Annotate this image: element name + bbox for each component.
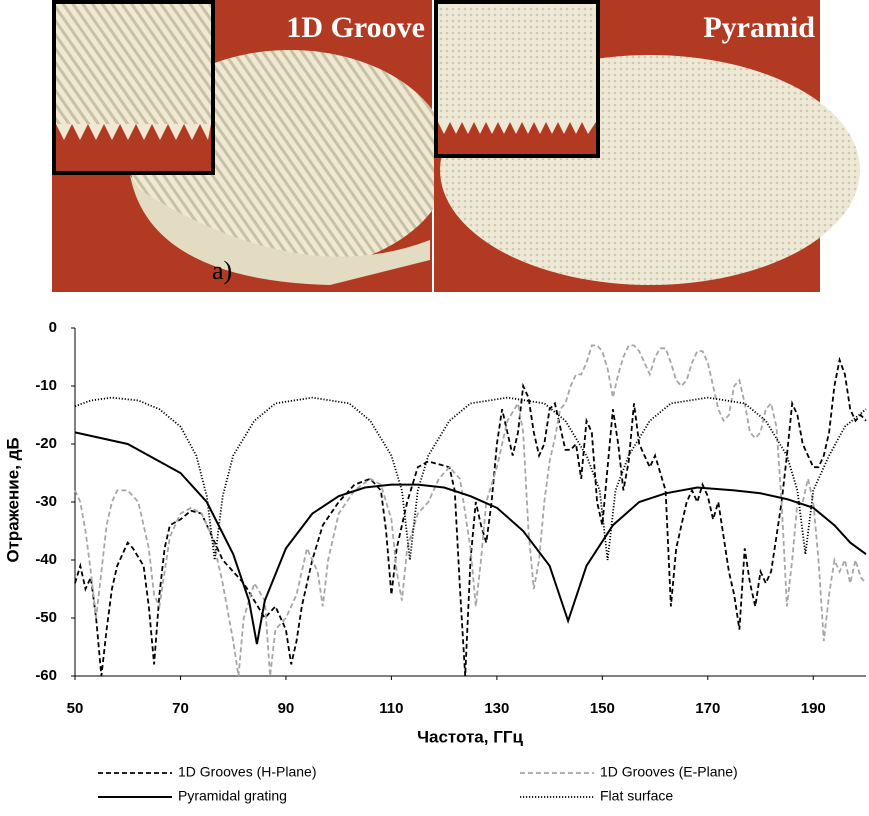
series-line xyxy=(75,360,866,676)
x-tick-label: 70 xyxy=(172,700,189,717)
x-axis-title: Частота, ГГц xyxy=(417,727,523,746)
y-tick-label: -50 xyxy=(35,609,57,626)
x-tick-label: 150 xyxy=(590,700,615,717)
y-tick-label: -20 xyxy=(35,435,57,452)
x-tick-label: 190 xyxy=(801,700,826,717)
y-tick-label: -40 xyxy=(35,551,57,568)
y-axis-title: Отражение, дБ xyxy=(3,437,22,562)
series-line xyxy=(75,432,866,644)
y-tick-label: -10 xyxy=(35,377,57,394)
y-tick-label: -60 xyxy=(35,667,57,684)
page: 1D Groove Pyramid a) Отражение, дБ Часто… xyxy=(0,0,869,816)
panel-label: a) xyxy=(212,256,232,285)
photo-label: 1D Groove xyxy=(286,11,425,44)
figure: 1D Groove Pyramid a) Отражение, дБ Часто… xyxy=(0,0,869,816)
x-tick-label: 90 xyxy=(278,700,295,717)
y-tick-label: -30 xyxy=(35,493,57,510)
x-tick-label: 170 xyxy=(695,700,720,717)
legend-label: Flat surface xyxy=(600,788,673,804)
x-tick-label: 130 xyxy=(484,700,509,717)
legend-label: 1D Grooves (E-Plane) xyxy=(600,764,738,780)
x-tick-label: 110 xyxy=(379,700,403,717)
y-tick-label: 0 xyxy=(49,319,57,336)
legend-label: Pyramidal grating xyxy=(178,788,287,804)
legend-label: 1D Grooves (H-Plane) xyxy=(178,764,317,780)
x-tick-label: 50 xyxy=(67,700,84,717)
photo-label: Pyramid xyxy=(703,11,815,44)
